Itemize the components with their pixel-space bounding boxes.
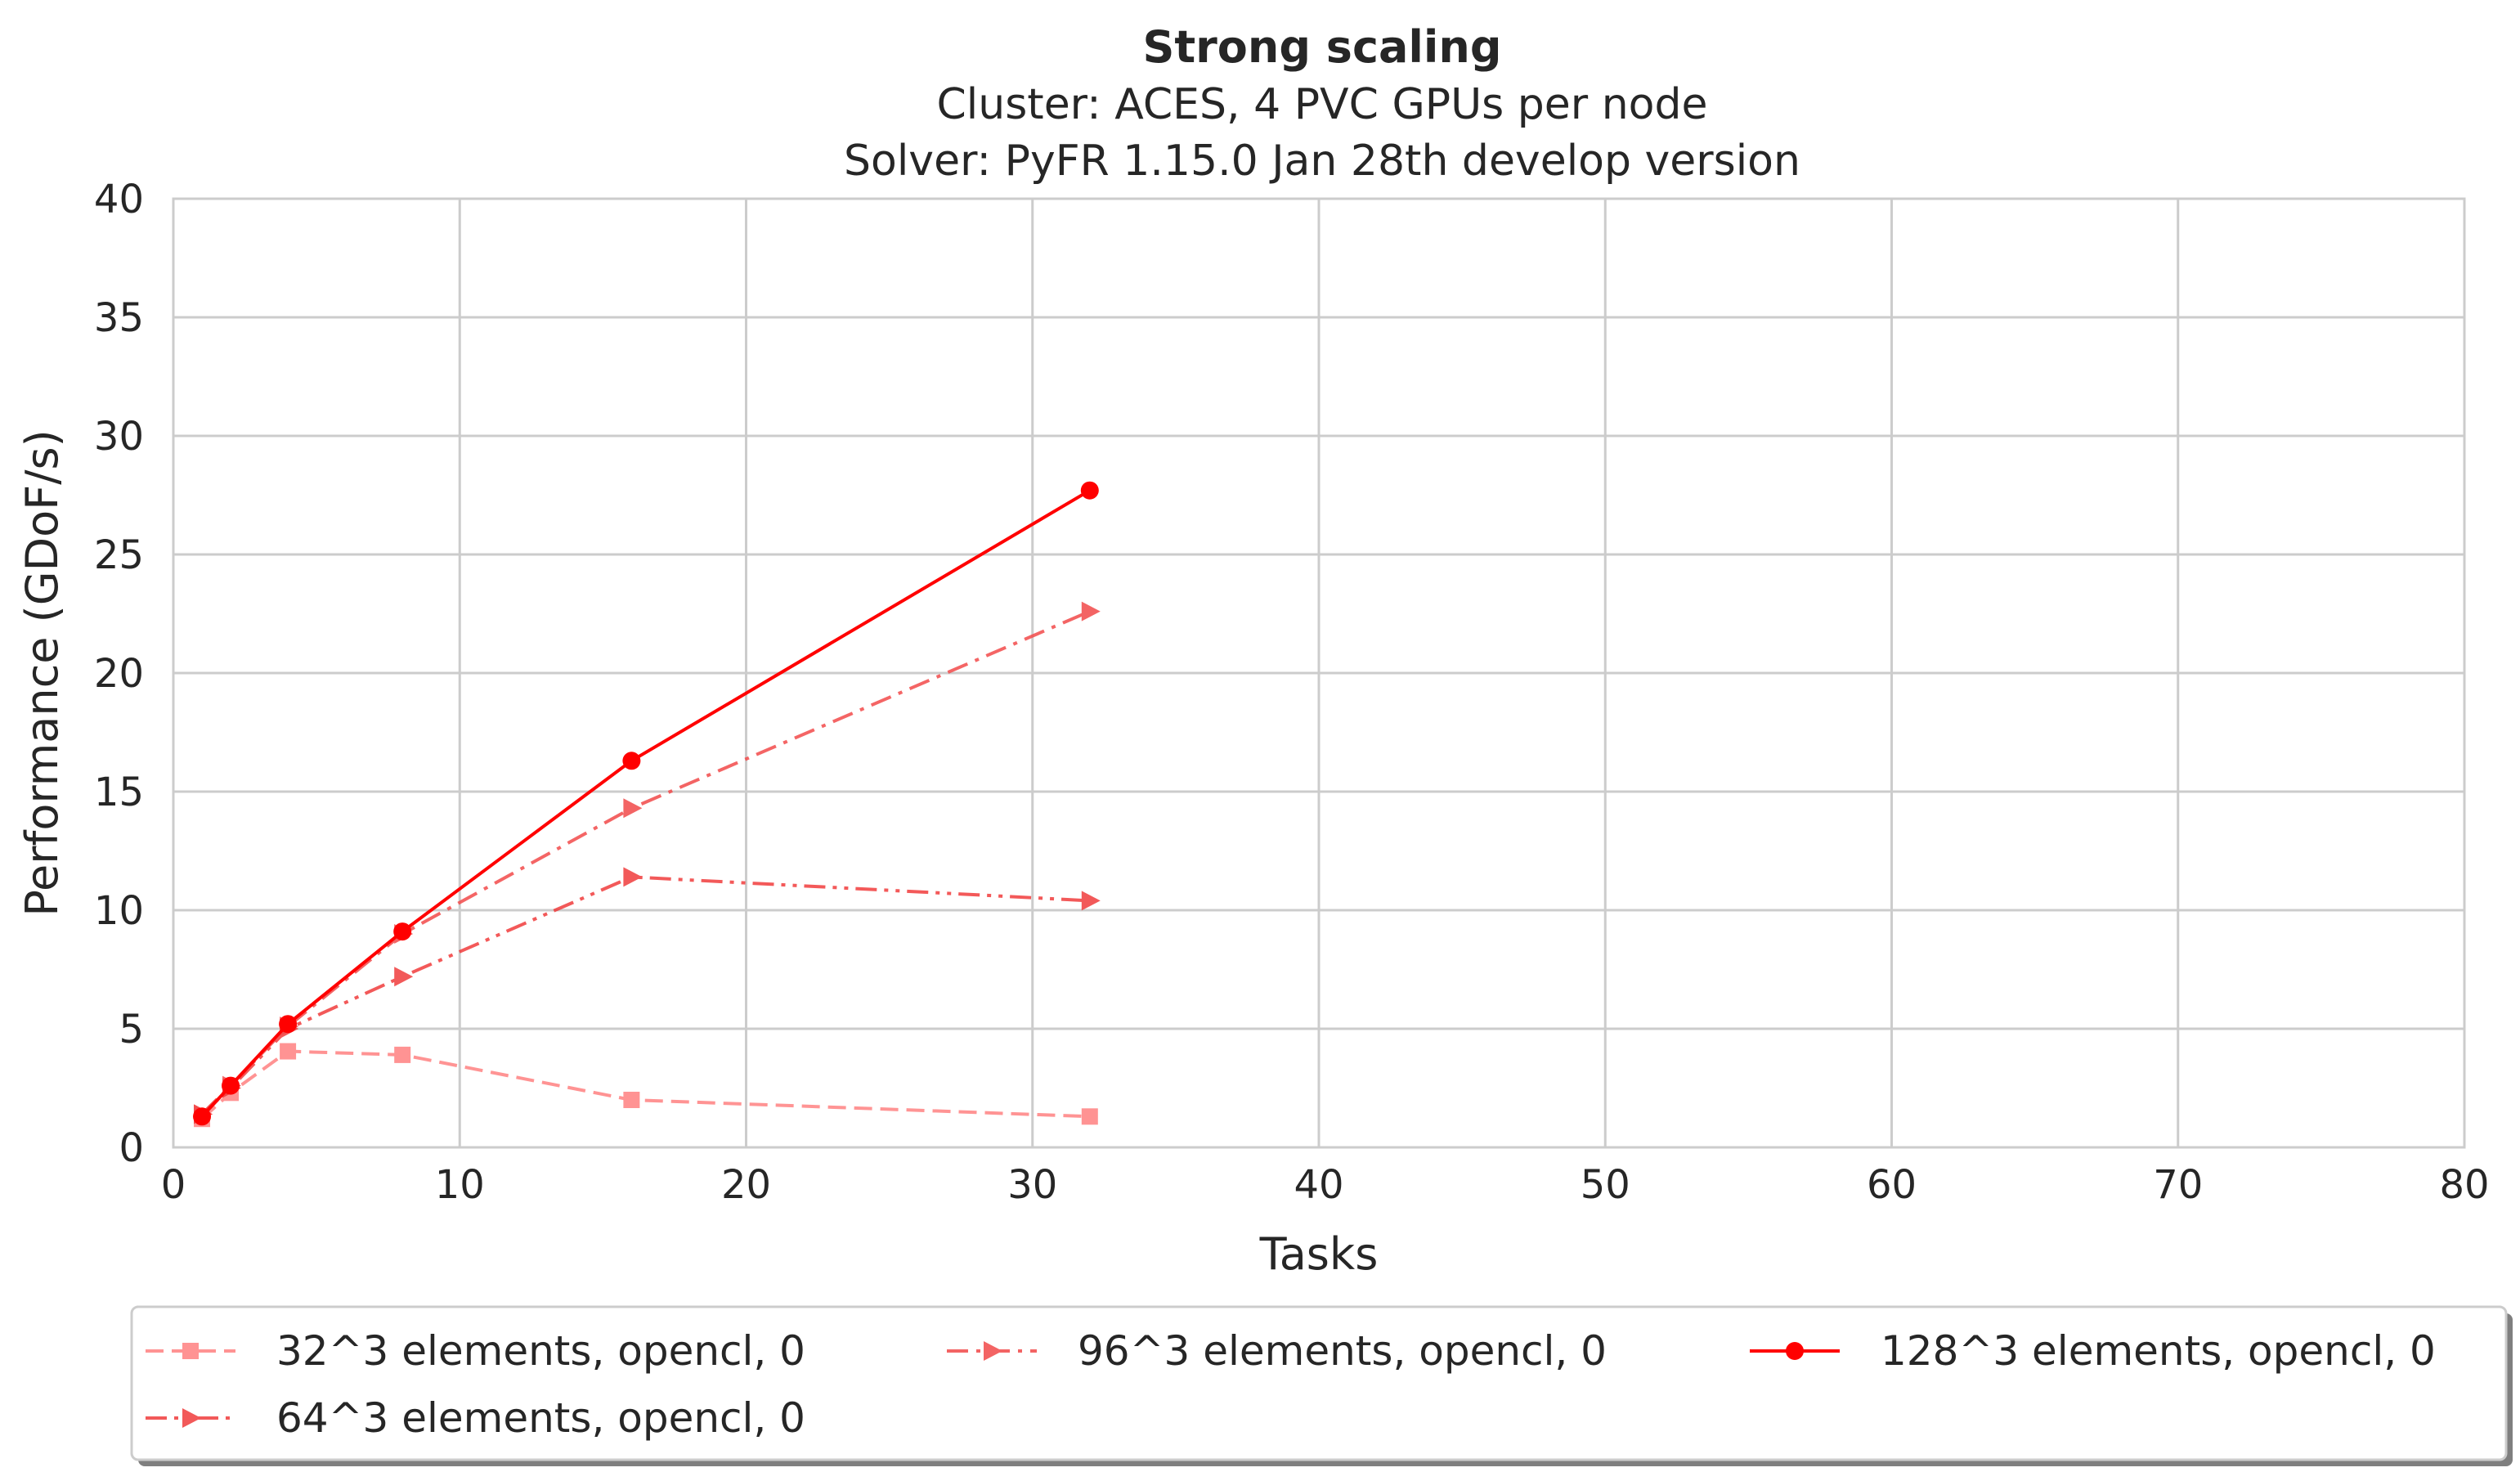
data-point [623, 867, 643, 887]
y-axis-label: Performance (GDoF/s) [16, 429, 68, 916]
data-point [1081, 1108, 1098, 1125]
legend-item [146, 1408, 235, 1428]
grid [172, 197, 2466, 1149]
chart-subtitle-line-2: Solver: PyFR 1.15.0 Jan 28th develop ver… [844, 137, 1800, 186]
legend-marker [984, 1341, 1002, 1361]
legend: 32^3 elements, opencl, 0 96^3 elements, o… [130, 1305, 2513, 1466]
x-axis-label: Tasks [1259, 1228, 1379, 1280]
data-point [1081, 891, 1101, 911]
chart-subtitle-line-1: Cluster: ACES, 4 PVC GPUs per node [937, 80, 1708, 129]
y-tick-label: 15 [94, 770, 144, 815]
data-point [279, 1015, 298, 1034]
legend-label: 64^3 elements, opencl, 0 [276, 1394, 805, 1442]
series-line [200, 875, 1090, 1115]
legend-marker [182, 1408, 201, 1428]
series-line [200, 1049, 1090, 1120]
data-point [222, 1076, 240, 1095]
y-tick-label: 35 [94, 295, 144, 341]
y-tick-label: 5 [119, 1007, 144, 1052]
tick-labels: 0 10 20 30 40 50 60 70 80 0 5 10 15 20 25 30 35 40 [94, 177, 2490, 1208]
plot-frame [172, 197, 2466, 1149]
legend-box [130, 1305, 2508, 1461]
series [193, 481, 1101, 1128]
x-tick-label: 50 [1581, 1162, 1630, 1208]
series-2 [194, 601, 1101, 1124]
legend-label: 128^3 elements, opencl, 0 [1881, 1327, 2436, 1375]
data-point [393, 922, 412, 941]
y-tick-label: 10 [94, 888, 144, 934]
x-tick-label: 10 [435, 1162, 485, 1208]
x-tick-label: 80 [2439, 1162, 2489, 1208]
x-tick-label: 70 [2153, 1162, 2203, 1208]
x-tick-label: 0 [161, 1162, 186, 1208]
data-point [1081, 601, 1101, 622]
data-point [622, 752, 641, 770]
series-0 [194, 1043, 1098, 1128]
data-point [623, 1092, 640, 1108]
y-tick-label: 40 [94, 177, 144, 222]
x-tick-label: 40 [1294, 1162, 1343, 1208]
legend-label: 32^3 elements, opencl, 0 [276, 1327, 805, 1375]
data-point [394, 1046, 411, 1063]
chart-title: Strong scaling [1142, 21, 1501, 73]
series-1 [194, 867, 1101, 1124]
y-tick-label: 30 [94, 414, 144, 460]
y-tick-label: 20 [94, 651, 144, 697]
data-point [394, 967, 414, 987]
data-point [623, 798, 643, 819]
data-point [193, 1107, 212, 1126]
legend-label: 96^3 elements, opencl, 0 [1078, 1327, 1607, 1375]
series-3 [193, 481, 1099, 1126]
data-point [1080, 481, 1099, 500]
x-tick-label: 30 [1007, 1162, 1057, 1208]
legend-item [947, 1341, 1037, 1361]
legend-item [1750, 1342, 1840, 1360]
x-tick-label: 60 [1867, 1162, 1917, 1208]
series-line [200, 609, 1091, 1115]
y-tick-label: 0 [119, 1125, 144, 1171]
legend-item [146, 1343, 235, 1359]
legend-marker [182, 1343, 199, 1359]
y-tick-label: 25 [94, 532, 144, 578]
x-tick-label: 20 [721, 1162, 771, 1208]
legend-marker [1786, 1342, 1804, 1360]
data-point [280, 1043, 297, 1060]
